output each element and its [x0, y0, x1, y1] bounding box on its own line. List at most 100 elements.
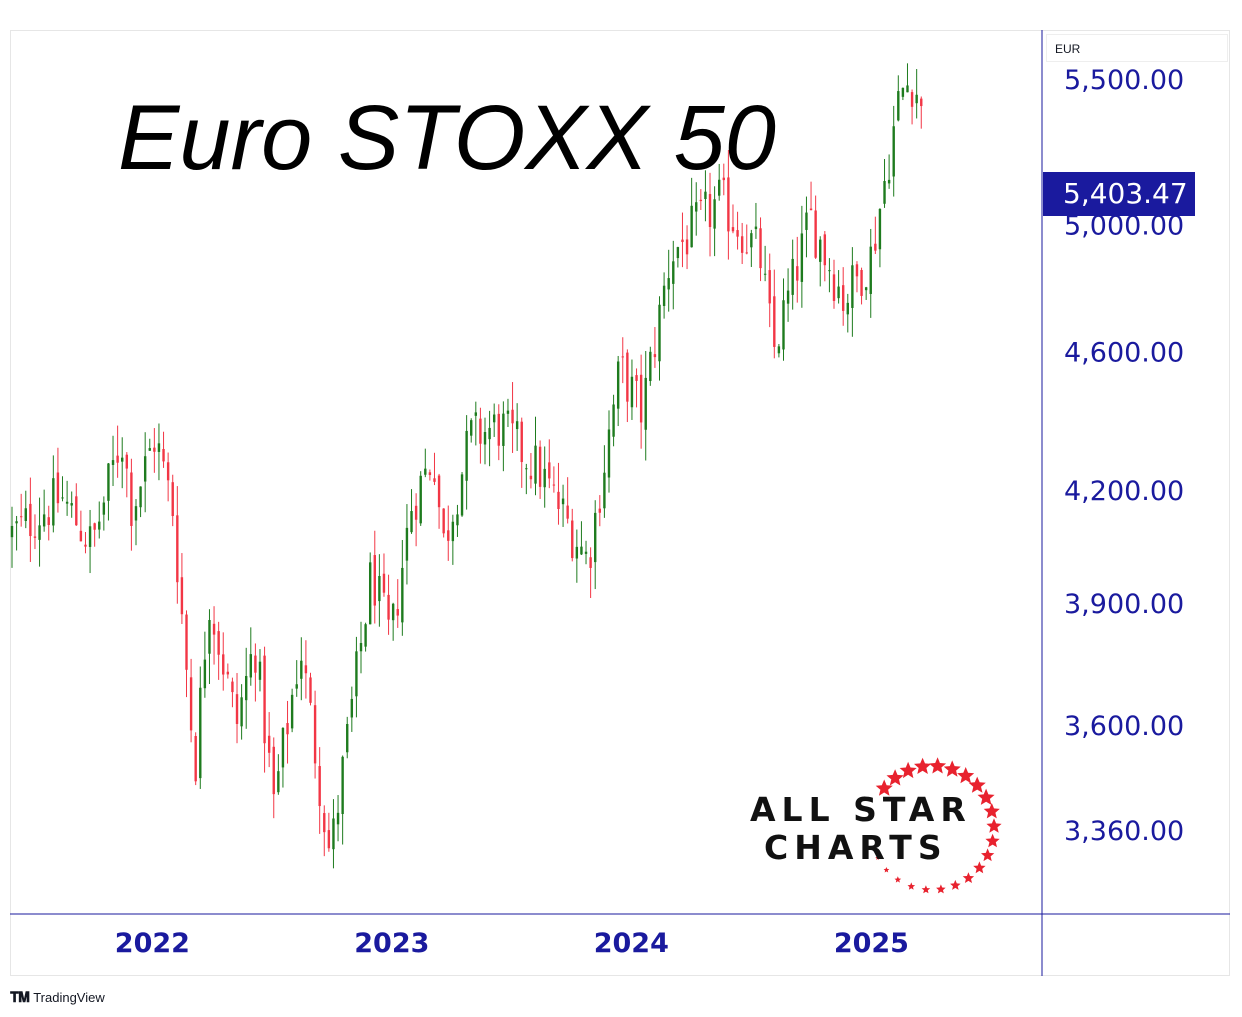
candle-up — [754, 226, 758, 230]
candle-up — [148, 448, 151, 451]
candle-down — [56, 472, 60, 504]
candle-down — [166, 462, 170, 481]
candle-up — [281, 727, 285, 768]
candle-down — [93, 523, 96, 530]
candle-down — [621, 356, 624, 358]
candle-up — [502, 413, 505, 446]
candle-up — [892, 126, 895, 177]
candle-up — [300, 660, 303, 679]
y-tick-label: 3,360.00 — [1064, 816, 1184, 847]
candle-down — [176, 515, 179, 583]
candle-down — [759, 228, 762, 269]
candle-up — [603, 472, 606, 509]
candle-up — [575, 546, 579, 559]
y-tick-label: 4,600.00 — [1064, 337, 1184, 368]
candle-down — [447, 530, 450, 541]
candle-up — [451, 521, 455, 542]
candle-down — [19, 516, 23, 518]
candle-up — [61, 497, 64, 499]
candle-up — [359, 643, 363, 652]
star-icon — [983, 803, 1000, 819]
candle-up — [644, 377, 647, 430]
x-axis-ticks: 2022 2023 2024 2025 — [115, 928, 909, 959]
candle-up — [662, 285, 666, 307]
candle-down — [433, 478, 436, 482]
candle-up — [667, 278, 670, 290]
candle-down — [267, 735, 271, 753]
candle-up — [805, 212, 808, 230]
star-icon — [907, 882, 916, 890]
candle-up — [851, 265, 854, 308]
candle-up — [906, 85, 909, 93]
candle-down — [212, 623, 216, 635]
candle-up — [341, 756, 344, 815]
star-ring-icon — [875, 757, 1002, 894]
candle-down — [130, 472, 133, 526]
candle-up — [488, 427, 491, 440]
candle-up — [460, 474, 464, 516]
candle-up — [915, 94, 918, 104]
candle-up — [782, 300, 785, 350]
candle-down — [222, 654, 225, 675]
candle-up — [483, 432, 487, 445]
candle-down — [387, 594, 390, 620]
candle-up — [355, 651, 358, 697]
footer-label: TradingView — [33, 990, 105, 1005]
candle-up — [391, 603, 395, 621]
candle-down — [479, 418, 482, 444]
chart-title: Euro STOXX 50 — [118, 87, 776, 189]
candle-up — [470, 420, 473, 436]
candle-down — [552, 484, 556, 486]
candle-up — [111, 460, 115, 465]
candle-up — [143, 456, 147, 482]
candle-down — [740, 236, 744, 253]
candle-down — [520, 421, 523, 463]
x-tick-label: 2022 — [115, 928, 190, 959]
candle-up — [584, 551, 588, 554]
candle-up — [98, 521, 101, 530]
candle-down — [768, 270, 771, 304]
candle-up — [800, 233, 804, 282]
y-axis-ticks: 3,360.00 3,600.00 3,900.00 4,200.00 4,600.00… — [1064, 65, 1184, 847]
candle-up — [864, 287, 868, 291]
candle-up — [616, 361, 620, 409]
candle-down — [272, 746, 275, 795]
chart-frame — [10, 30, 1230, 976]
star-icon — [985, 833, 1000, 848]
candle-down — [796, 266, 799, 281]
candle-up — [658, 304, 661, 362]
candle-up — [102, 502, 106, 515]
star-icon — [883, 867, 890, 873]
footer-attribution[interactable]: 𝐓𝐌 TradingView — [10, 989, 105, 1006]
candle-up — [897, 91, 900, 121]
candle-down — [79, 530, 83, 542]
candle-down — [185, 614, 188, 670]
candle-up — [70, 503, 73, 506]
candle-up — [65, 501, 69, 504]
star-icon — [929, 757, 947, 774]
candle-up — [419, 475, 422, 524]
candle-up — [492, 414, 496, 423]
candle-up — [672, 261, 675, 284]
candle-down — [125, 454, 129, 469]
candle-up — [515, 421, 519, 430]
candle-down — [511, 409, 514, 424]
candle-down — [33, 536, 37, 538]
candle-down — [598, 508, 602, 513]
candle-up — [750, 233, 753, 248]
star-icon — [986, 818, 1002, 833]
candle-up — [718, 179, 721, 196]
star-icon — [875, 779, 893, 796]
candle-up — [525, 468, 528, 470]
candle-up — [368, 562, 372, 625]
candle-up — [240, 697, 243, 727]
x-tick-label: 2023 — [354, 928, 429, 959]
candle-up — [846, 302, 849, 315]
candle-down — [29, 503, 32, 537]
candle-down — [855, 264, 859, 277]
currency-label[interactable]: EUR — [1046, 34, 1228, 62]
candle-down — [809, 208, 813, 211]
candle-down — [304, 665, 308, 674]
candle-up — [690, 205, 693, 248]
